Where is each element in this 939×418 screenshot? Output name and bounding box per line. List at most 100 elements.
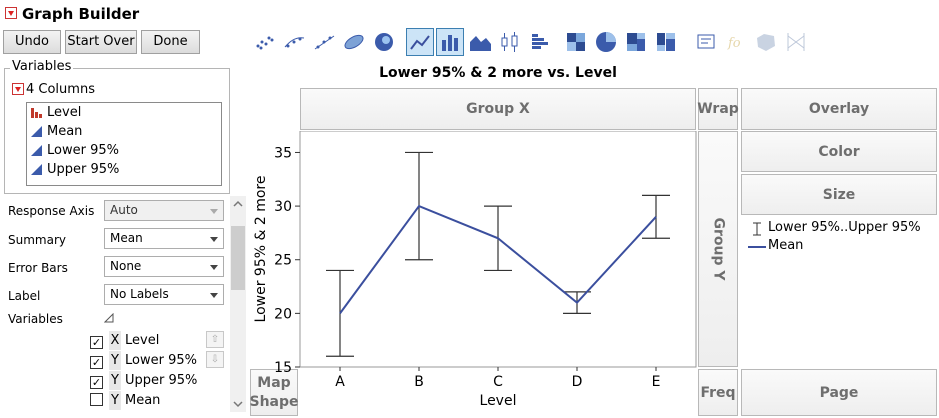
contour-icon	[284, 37, 305, 48]
legend-item-mean[interactable]: Mean	[748, 238, 921, 256]
start-over-button[interactable]: Start Over	[65, 30, 137, 54]
line-tool-button[interactable]	[406, 28, 434, 56]
column-name: Upper 95%	[47, 162, 120, 177]
checkbox[interactable]: ✓	[90, 376, 103, 389]
mosaic-tool-button[interactable]	[652, 28, 680, 56]
contour-tool-button[interactable]	[280, 28, 308, 56]
formula-tool-button[interactable]: fo	[722, 28, 750, 56]
continuous-icon	[31, 126, 42, 137]
y-tick-label: 25	[274, 253, 292, 269]
move-up-button[interactable]: ⇧	[206, 331, 224, 348]
box-plot-icon	[501, 32, 518, 52]
chevron-down-icon	[210, 265, 218, 270]
var-row-mean[interactable]: Y Mean	[90, 391, 160, 410]
move-down-button[interactable]: ⇩	[206, 351, 224, 368]
histogram-tool-button[interactable]	[526, 28, 554, 56]
var-name: Lower 95%	[125, 353, 197, 368]
scroll-up-icon[interactable]	[233, 200, 243, 208]
response-axis-select: Auto	[104, 200, 224, 221]
map-label: Map	[257, 374, 291, 391]
undo-button[interactable]: Undo	[3, 30, 61, 54]
column-list[interactable]: Level Mean Lower 95% Upper 95%	[26, 102, 222, 186]
chevron-down-icon	[210, 293, 218, 298]
done-button[interactable]: Done	[141, 30, 200, 54]
legend: Lower 95%..Upper 95% Mean	[748, 220, 921, 256]
x-tick-label: B	[414, 374, 424, 390]
column-item-upper-95[interactable]: Upper 95%	[27, 160, 221, 179]
x-tick-label: D	[572, 374, 583, 390]
app-title: Graph Builder	[22, 5, 140, 23]
box-plot-tool-button[interactable]	[496, 28, 524, 56]
histogram-icon	[532, 34, 548, 49]
map-shape-zone[interactable]: Map Shape	[250, 369, 299, 416]
column-item-lower-95[interactable]: Lower 95%	[27, 141, 221, 160]
bar-tool-button[interactable]	[436, 28, 464, 56]
role-label: X	[109, 331, 121, 350]
y-tick-label: 35	[274, 145, 292, 161]
scroll-down-icon[interactable]	[233, 400, 243, 408]
caption-box-tool-button[interactable]	[692, 28, 720, 56]
wrap-zone[interactable]: Wrap	[697, 88, 739, 130]
overlay-zone[interactable]: Overlay	[741, 88, 937, 130]
role-label: Y	[109, 371, 121, 390]
label-select[interactable]: No Labels	[104, 284, 224, 305]
points-tool-button[interactable]	[250, 28, 278, 56]
parallel-tool-button[interactable]	[782, 28, 810, 56]
heatmap-tool-button[interactable]	[562, 28, 590, 56]
freq-zone[interactable]: Freq	[698, 369, 738, 416]
y-tick-label: 15	[274, 360, 292, 376]
title-bar: Graph Builder	[0, 0, 939, 28]
treemap-icon	[627, 33, 645, 51]
chevron-down-icon	[210, 209, 218, 214]
area-tool-button[interactable]	[466, 28, 494, 56]
var-row-lower-95[interactable]: ✓ Y Lower 95%	[90, 351, 197, 370]
pie-tool-button[interactable]	[592, 28, 620, 56]
chart[interactable]: 15 20 25 30 35 A B C D E Level Lower 95% & 2 more	[250, 131, 698, 411]
x-tick-label: C	[493, 374, 503, 390]
pie-icon	[596, 32, 616, 52]
y-axis-label: Lower 95% & 2 more	[253, 176, 269, 323]
scrollbar-thumb[interactable]	[231, 226, 245, 290]
column-name: Level	[47, 105, 82, 120]
column-name: Mean	[47, 124, 83, 139]
disclosure-icon[interactable]	[104, 313, 114, 323]
column-item-level[interactable]: Level	[27, 103, 221, 122]
size-zone[interactable]: Size	[741, 174, 937, 215]
treemap-tool-button[interactable]	[622, 28, 650, 56]
checkbox[interactable]: ✓	[90, 356, 103, 369]
var-row-level[interactable]: ✓ X Level	[90, 331, 159, 350]
summary-select[interactable]: Mean	[104, 228, 224, 249]
group-x-zone[interactable]: Group X	[300, 88, 696, 130]
caption-box-icon	[697, 34, 715, 49]
error-bars-value: None	[110, 259, 142, 273]
line-of-fit-icon	[314, 35, 335, 50]
error-bars-select[interactable]: None	[104, 256, 224, 277]
continuous-icon	[31, 145, 42, 156]
heatmap-icon	[567, 33, 585, 51]
columns-menu-icon[interactable]	[12, 83, 24, 95]
legend-interval-label: Lower 95%..Upper 95%	[768, 220, 921, 235]
svg-text:fo: fo	[727, 36, 741, 51]
color-zone[interactable]: Color	[741, 131, 937, 172]
map-shapes-tool-button[interactable]	[752, 28, 780, 56]
group-y-zone[interactable]: Group Y	[698, 131, 738, 367]
legend-item-interval[interactable]: Lower 95%..Upper 95%	[748, 220, 921, 238]
mosaic-icon	[657, 33, 675, 51]
column-item-mean[interactable]: Mean	[27, 122, 221, 141]
density-tool-button[interactable]	[370, 28, 398, 56]
checkbox[interactable]: ✓	[90, 336, 103, 349]
checkbox[interactable]	[90, 393, 103, 406]
red-triangle-menu-icon[interactable]	[5, 7, 17, 19]
x-axis-label: Level	[480, 393, 517, 409]
response-axis-value: Auto	[110, 203, 138, 217]
page-zone[interactable]: Page	[741, 369, 937, 416]
ellipse-tool-button[interactable]	[340, 28, 368, 56]
var-row-upper-95[interactable]: ✓ Y Upper 95%	[90, 371, 197, 390]
x-tick-label: E	[652, 374, 661, 390]
variables-legend: Variables	[10, 59, 74, 74]
formula-icon: fo	[727, 36, 741, 51]
interval-swatch-icon	[753, 222, 761, 236]
variables-section-label: Variables	[8, 312, 63, 326]
line-of-fit-tool-button[interactable]	[310, 28, 338, 56]
y-tick-label: 20	[274, 306, 292, 322]
